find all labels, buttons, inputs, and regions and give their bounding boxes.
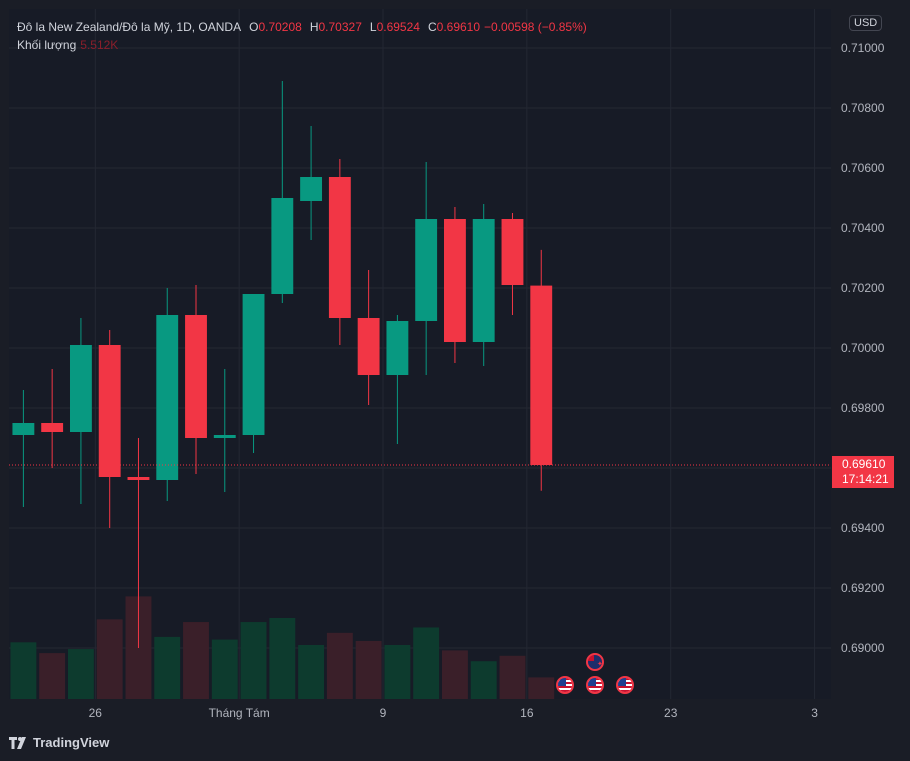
- price-tick-label: 0.70000: [841, 341, 885, 355]
- volume-bar: [154, 636, 181, 699]
- candle-body: [69, 345, 92, 432]
- price-tick-label: 0.69000: [841, 641, 885, 655]
- price-tick-label: 0.70600: [841, 161, 885, 175]
- volume-bar: [67, 649, 94, 699]
- legend-volume-row: Khối lượng 5.512K: [17, 36, 587, 54]
- volume-bar: [39, 653, 66, 699]
- low-label: L: [369, 20, 377, 34]
- us-flag-icon[interactable]: [586, 676, 604, 694]
- volume-bar: [10, 642, 37, 699]
- candle-body: [444, 219, 466, 342]
- price-tick-label: 0.69200: [841, 581, 885, 595]
- volume-bar: [499, 655, 526, 699]
- bar-countdown: 17:14:21: [842, 472, 889, 486]
- price-tick-label: 0.70800: [841, 101, 885, 115]
- high-label: H: [309, 20, 319, 34]
- volume-bar: [470, 661, 497, 699]
- volume-bar: [441, 650, 468, 699]
- time-tick-label: 23: [664, 706, 678, 720]
- last-price-value: 0.69610: [842, 457, 886, 471]
- candle-body: [271, 198, 294, 294]
- open-label: O: [249, 20, 259, 34]
- tradingview-brand-text: TradingView: [33, 735, 110, 750]
- candle-body: [127, 477, 150, 480]
- candle-body: [415, 219, 438, 321]
- symbol-title[interactable]: Đô la New Zealand/Đô la Mỹ, 1D, OANDA: [17, 20, 242, 34]
- volume-bar: [355, 640, 382, 699]
- volume-bar: [298, 645, 325, 699]
- candle-body: [501, 219, 524, 285]
- price-tick-label: 0.71000: [841, 41, 885, 55]
- time-tick-label: Tháng Tám: [208, 706, 270, 720]
- candle-body: [472, 219, 495, 342]
- open-value: 0.70208: [258, 20, 302, 34]
- candle-body: [357, 318, 380, 375]
- volume-bar: [183, 622, 209, 699]
- candle-body: [300, 177, 323, 201]
- price-tick-label: 0.69400: [841, 521, 885, 535]
- volume-bar: [211, 639, 238, 699]
- time-tick-label: 26: [88, 706, 102, 720]
- volume-bar: [96, 619, 123, 699]
- candlestick-chart[interactable]: [9, 9, 831, 699]
- volume-bar: [240, 622, 267, 699]
- currency-button[interactable]: USD: [849, 15, 883, 31]
- volume-label[interactable]: Khối lượng: [17, 38, 77, 52]
- time-tick-label: 3: [811, 706, 818, 720]
- candle-body: [41, 423, 64, 432]
- volume-value: 5.512K: [80, 38, 119, 52]
- volume-bar: [413, 627, 440, 699]
- volume-bar: [384, 645, 411, 699]
- candle-body: [530, 285, 553, 465]
- candle-body: [156, 315, 179, 480]
- candle-body: [328, 177, 351, 318]
- tradingview-logo[interactable]: TradingView: [9, 735, 109, 750]
- high-value: 0.70327: [318, 20, 362, 34]
- volume-bar: [326, 632, 353, 699]
- time-tick-label: 9: [379, 706, 387, 720]
- nz-flag-icon[interactable]: ✦: [586, 653, 604, 671]
- candle-body: [12, 423, 35, 435]
- change-value: −0.00598 (−0.85%): [484, 20, 587, 34]
- us-flag-icon[interactable]: [616, 676, 634, 694]
- candle-body: [242, 294, 265, 435]
- tradingview-logo-icon: [9, 736, 26, 749]
- time-tick-label: 16: [520, 706, 534, 720]
- last-price-label: 0.69610 17:14:21: [832, 456, 894, 488]
- close-value: 0.69610: [436, 20, 481, 34]
- candle-body: [386, 321, 409, 375]
- price-tick-label: 0.70400: [841, 221, 885, 235]
- price-tick-label: 0.69800: [841, 401, 885, 415]
- low-value: 0.69524: [376, 20, 420, 34]
- candle-body: [185, 315, 207, 438]
- close-label: C: [427, 20, 437, 34]
- candle-body: [98, 345, 121, 477]
- us-flag-icon[interactable]: [556, 676, 574, 694]
- price-tick-label: 0.70200: [841, 281, 885, 295]
- candle-body: [213, 435, 236, 438]
- chart-area[interactable]: [9, 9, 831, 699]
- volume-bar: [269, 618, 296, 699]
- volume-bar: [528, 677, 555, 699]
